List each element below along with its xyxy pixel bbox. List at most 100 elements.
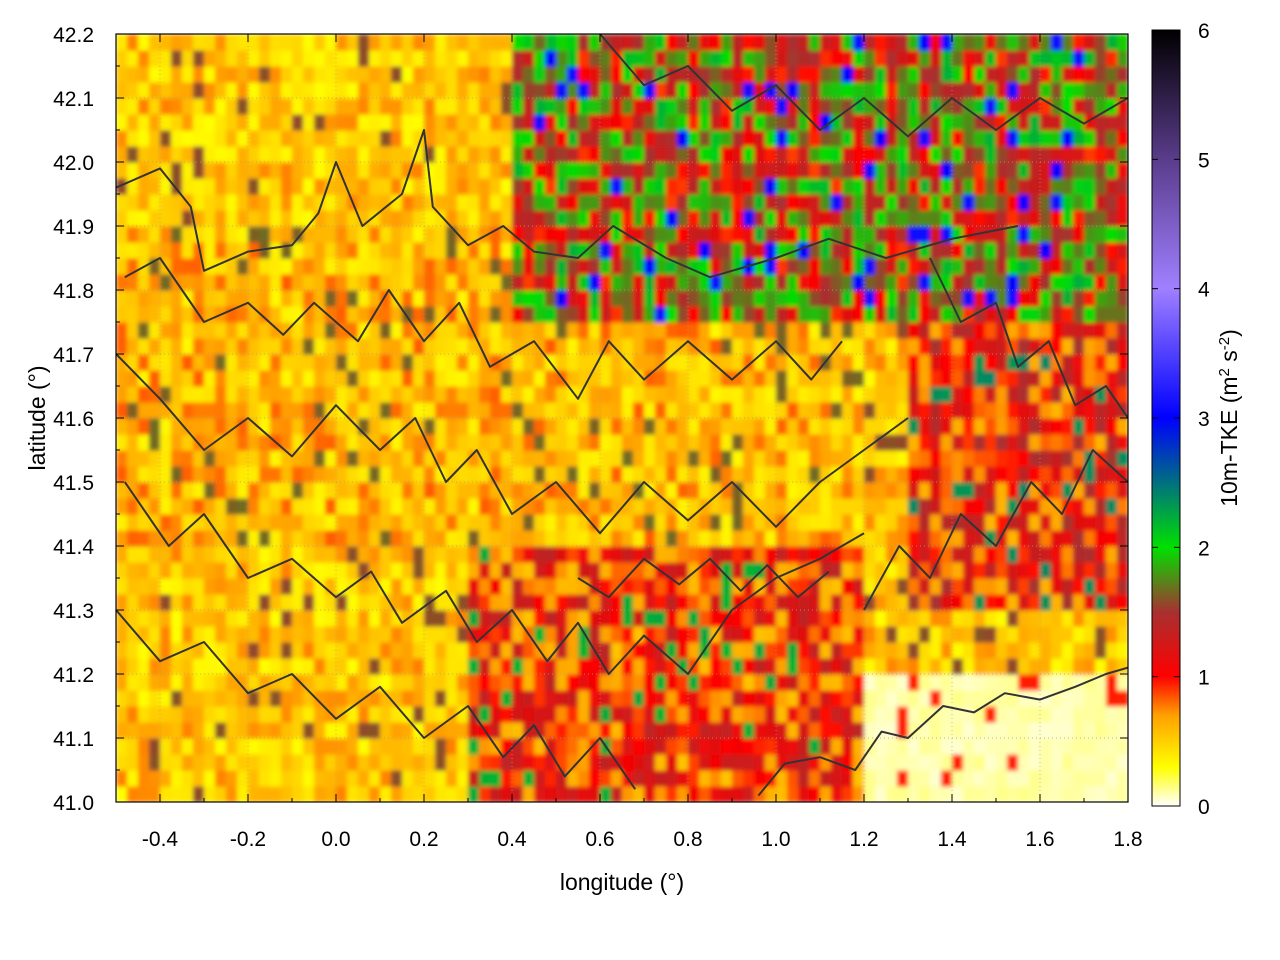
tke-cell — [787, 338, 799, 355]
tke-cell — [325, 226, 337, 243]
tke-cell — [633, 178, 645, 195]
tke-cell — [468, 386, 480, 403]
tke-cell — [875, 466, 887, 483]
tke-cell — [1018, 66, 1030, 83]
tke-cell — [303, 226, 315, 243]
tke-cell — [677, 642, 689, 659]
tke-cell — [226, 386, 238, 403]
tke-cell — [182, 354, 194, 371]
tke-cell — [160, 674, 172, 691]
tke-cell — [864, 194, 876, 211]
tke-cell — [1117, 626, 1128, 643]
tke-cell — [237, 610, 249, 627]
tke-cell — [248, 178, 260, 195]
tke-cell — [501, 514, 513, 531]
tke-cell — [237, 466, 249, 483]
tke-cell — [1029, 578, 1041, 595]
tke-cell — [820, 594, 832, 611]
tke-cell — [435, 322, 447, 339]
tke-cell — [677, 786, 689, 802]
tke-cell — [820, 722, 832, 739]
tke-cell — [457, 306, 469, 323]
tke-cell — [677, 98, 689, 115]
tke-cell — [270, 770, 282, 787]
tke-cell — [809, 674, 821, 691]
tke-cell — [974, 450, 986, 467]
tke-cell — [347, 114, 359, 131]
tke-cell — [732, 466, 744, 483]
tke-cell — [512, 194, 524, 211]
tke-cell — [523, 690, 535, 707]
tke-cell — [1051, 114, 1063, 131]
tke-cell — [303, 466, 315, 483]
tke-cell — [138, 114, 150, 131]
tke-cell — [809, 754, 821, 771]
tke-cell — [270, 66, 282, 83]
tke-cell — [501, 194, 513, 211]
tke-cell — [710, 50, 722, 67]
tke-cell — [534, 770, 546, 787]
tke-cell — [754, 626, 766, 643]
tke-cell — [919, 594, 931, 611]
tke-cell — [1029, 562, 1041, 579]
tke-cell — [292, 514, 304, 531]
tke-cell — [721, 434, 733, 451]
tke-cell — [237, 386, 249, 403]
y-tick-label: 41.6 — [53, 408, 94, 431]
tke-cell — [677, 514, 689, 531]
tke-cell — [787, 722, 799, 739]
tke-cell — [765, 418, 777, 435]
tke-cell — [1095, 514, 1107, 531]
tke-cell — [1051, 658, 1063, 675]
tke-cell — [875, 514, 887, 531]
tke-cell — [941, 418, 953, 435]
tke-cell — [358, 578, 370, 595]
tke-cell — [974, 514, 986, 531]
tke-cell — [974, 178, 986, 195]
tke-cell — [666, 578, 678, 595]
tke-cell — [754, 418, 766, 435]
tke-cell — [259, 674, 271, 691]
tke-cell — [325, 178, 337, 195]
tke-cell — [886, 786, 898, 802]
tke-cell — [1007, 498, 1019, 515]
tke-cell — [182, 562, 194, 579]
tke-cell — [798, 690, 810, 707]
tke-cell — [1106, 274, 1118, 291]
tke-cell — [391, 610, 403, 627]
tke-cell — [1073, 402, 1085, 419]
tke-cell — [490, 642, 502, 659]
tke-cell — [270, 242, 282, 259]
tke-cell — [820, 146, 832, 163]
tke-cell — [512, 514, 524, 531]
tke-cell — [875, 402, 887, 419]
tke-cell — [919, 562, 931, 579]
tke-cell — [215, 514, 227, 531]
tke-cell — [721, 450, 733, 467]
tke-cell — [248, 146, 260, 163]
tke-cell — [853, 434, 865, 451]
tke-cell — [1007, 194, 1019, 211]
tke-cell — [919, 82, 931, 99]
tke-cell — [512, 770, 524, 787]
tke-cell — [424, 578, 436, 595]
tke-cell — [237, 754, 249, 771]
tke-cell — [688, 754, 700, 771]
tke-cell — [292, 674, 304, 691]
tke-cell — [259, 338, 271, 355]
tke-cell — [523, 610, 535, 627]
tke-cell — [325, 306, 337, 323]
tke-cell — [358, 434, 370, 451]
tke-cell — [644, 82, 656, 99]
tke-cell — [721, 82, 733, 99]
tke-cell — [831, 402, 843, 419]
tke-cell — [919, 434, 931, 451]
tke-cell — [908, 546, 920, 563]
tke-cell — [204, 706, 216, 723]
tke-cell — [468, 66, 480, 83]
tke-cell — [699, 146, 711, 163]
tke-cell — [116, 418, 128, 435]
tke-cell — [908, 466, 920, 483]
tke-cell — [820, 194, 832, 211]
tke-cell — [358, 226, 370, 243]
